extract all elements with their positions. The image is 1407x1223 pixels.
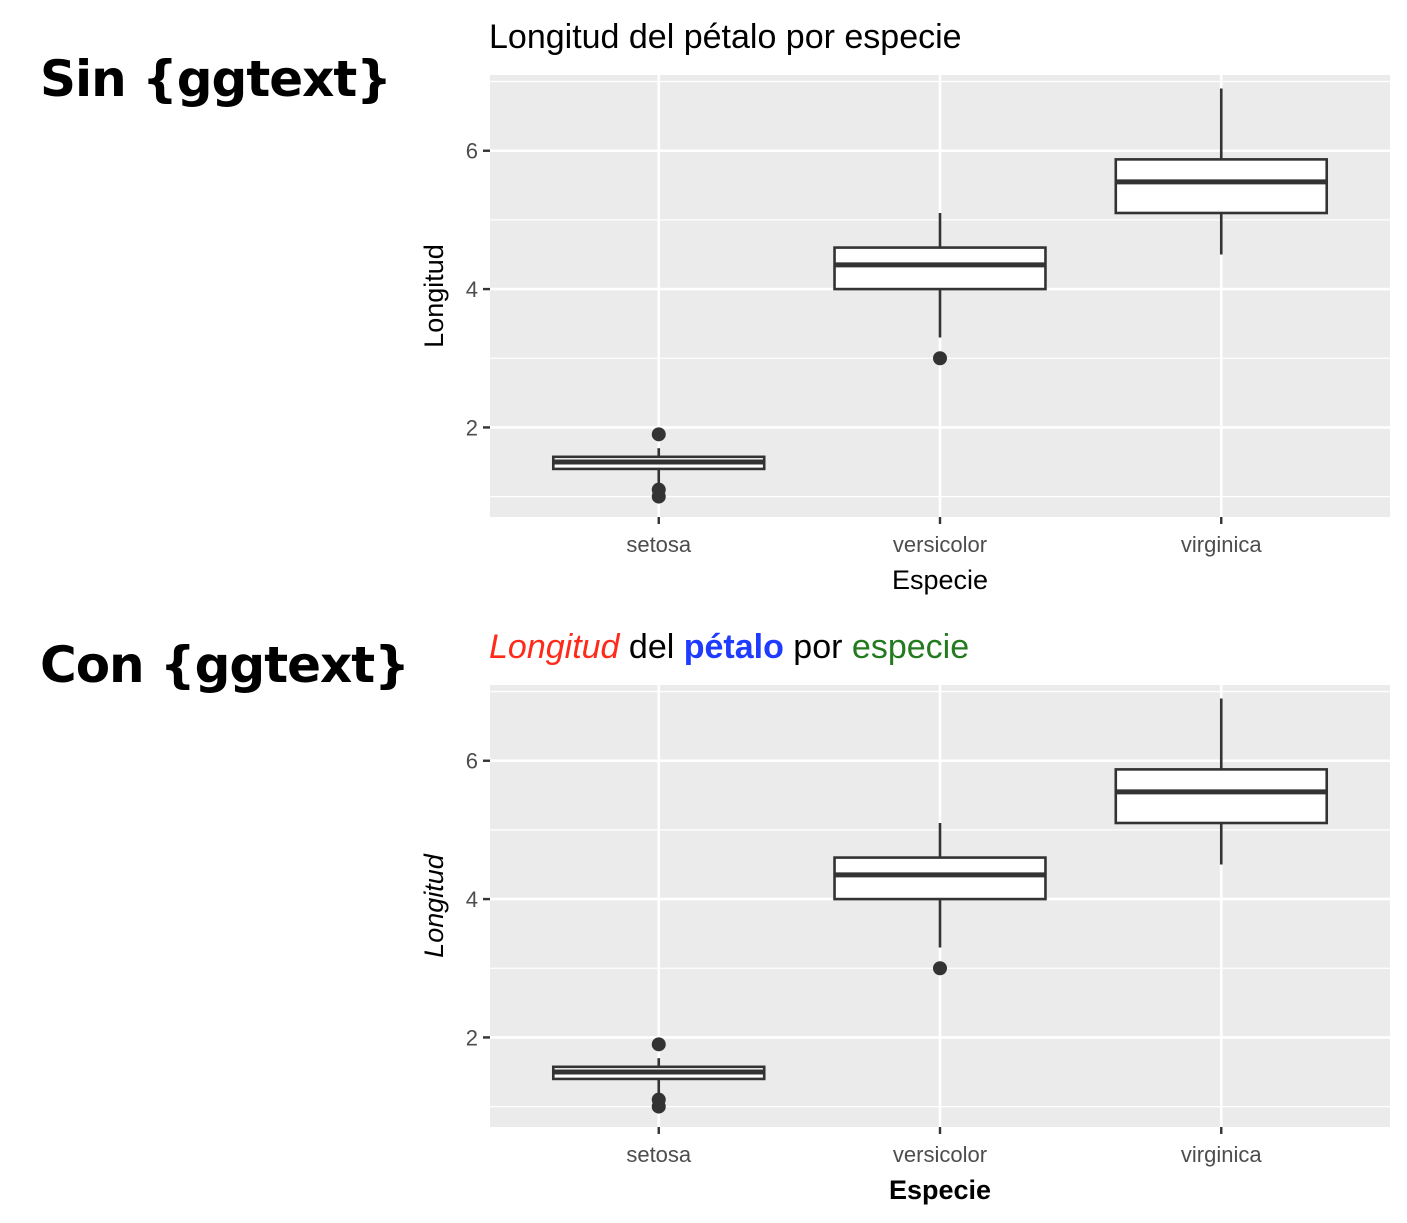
outlier-point (933, 351, 947, 366)
x-tick-label: versicolor (893, 532, 987, 557)
x-tick-label: virginica (1181, 532, 1262, 557)
x-tick-label: setosa (626, 1142, 692, 1167)
x-tick-label: virginica (1181, 1142, 1262, 1167)
y-axis-title: Longitud (419, 244, 449, 348)
y-axis-title: Longitud (419, 853, 449, 958)
outlier-point (933, 961, 947, 976)
outlier-point (651, 1092, 666, 1107)
box-virginica (1114, 698, 1329, 865)
outlier-point (651, 427, 666, 442)
chart-title: Longitud del pétalo por especie (489, 18, 962, 56)
x-axis-title: Especie (892, 565, 988, 595)
box-iqr (833, 856, 1047, 901)
box-setosa (551, 427, 766, 504)
y-tick-label: 4 (466, 277, 478, 302)
section-label-sin-ggtext: Sin {ggtext} (40, 50, 392, 108)
boxplot-chart-con-ggtext: Longitud del pétalo por especie 2 4 6 setosa… (419, 628, 1390, 1205)
title-segment: pétalo (684, 628, 784, 666)
box-setosa (551, 1037, 766, 1114)
y-tick-label: 6 (466, 139, 478, 164)
chart-title: Longitud del pétalo por especie (489, 628, 969, 666)
box-iqr (1114, 158, 1329, 215)
x-tick-label: versicolor (893, 1142, 987, 1167)
y-tick-label: 2 (466, 415, 478, 440)
outlier-point (651, 1037, 666, 1052)
boxplot-chart-sin-ggtext: Longitud del pétalo por especie 2 4 6 setosa… (419, 18, 1390, 595)
x-tick-label: setosa (626, 532, 692, 557)
title-segment: del (619, 628, 683, 666)
x-axis-title: Especie (889, 1175, 991, 1205)
y-tick-label: 4 (466, 887, 478, 912)
box-iqr (1114, 768, 1329, 825)
title-segment: por (784, 628, 852, 666)
box-versicolor (833, 822, 1047, 976)
y-tick-label: 6 (466, 749, 478, 774)
box-virginica (1114, 88, 1329, 255)
section-label-con-ggtext: Con {ggtext} (40, 636, 410, 694)
outlier-point (651, 482, 666, 497)
box-iqr (833, 246, 1047, 291)
title-segment: Longitud del pétalo por especie (489, 18, 962, 56)
title-segment: especie (852, 628, 969, 666)
y-tick-label: 2 (466, 1025, 478, 1050)
title-segment: Longitud (489, 628, 621, 666)
box-versicolor (833, 212, 1047, 366)
